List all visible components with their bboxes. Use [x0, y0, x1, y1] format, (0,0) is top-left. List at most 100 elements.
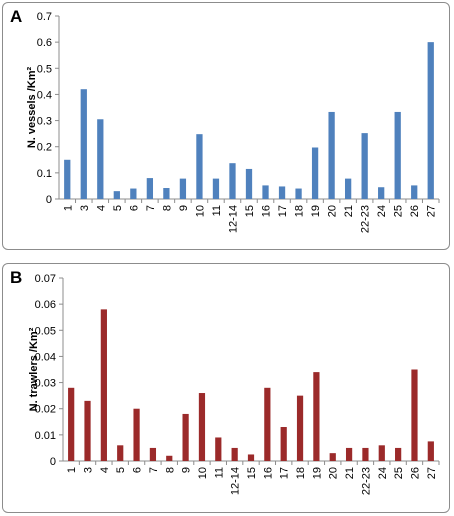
bar-20 [329, 453, 336, 461]
x-tick-label: 18 [294, 205, 306, 217]
chart-panel-a: A 0 0.1 0.2 0.3 0.4 0.5 0.6 0.7 N. vessels /Km² 1… [2, 2, 450, 250]
panel-letter-a: A [10, 7, 23, 26]
x-tick-label: 12-14 [227, 205, 239, 233]
x-tick-label: 3 [83, 467, 95, 473]
bar-16 [264, 387, 271, 461]
bar-8 [166, 455, 173, 461]
x-tick-label: 6 [128, 205, 140, 211]
bar-25 [394, 111, 401, 199]
bar-6 [130, 188, 137, 199]
panel-letter-b: B [10, 268, 23, 287]
x-tick-label: 12-14 [230, 467, 242, 495]
y-tick-label: 0.06 [35, 299, 56, 311]
x-tick-label: 20 [328, 467, 340, 479]
x-tick-label: 6 [132, 467, 144, 473]
bar-17 [280, 427, 287, 461]
bar-16 [262, 185, 269, 199]
bar-7 [149, 447, 157, 461]
x-tick-label: 3 [79, 205, 91, 211]
x-tick-label: 4 [95, 205, 107, 211]
x-tick-label: 21 [343, 205, 355, 217]
bar-21 [344, 178, 352, 199]
x-tick-label: 27 [426, 205, 438, 217]
x-tick-label: 17 [279, 467, 291, 479]
y-tick-label: 0.3 [37, 116, 52, 128]
bar-12-14 [231, 447, 238, 461]
y-tick-label: 0.05 [35, 325, 56, 337]
bar-22-23 [362, 447, 369, 461]
y-tick-label: 0.4 [37, 89, 52, 101]
bar-15 [247, 454, 255, 461]
bar-24 [378, 187, 385, 199]
y-tick-label: 0.02 [35, 404, 56, 416]
bar-20 [328, 111, 335, 199]
bar-3 [84, 400, 91, 461]
bar-27 [427, 441, 434, 461]
x-tick-label: 17 [277, 205, 289, 217]
x-tick-label: 9 [181, 467, 193, 473]
x-tick-label: 24 [376, 205, 388, 217]
bar-1 [68, 387, 75, 461]
bar-12-14 [229, 163, 236, 199]
bar-7 [146, 178, 154, 199]
x-tick-label: 15 [246, 467, 258, 479]
bar-11 [212, 178, 220, 199]
bar-5 [113, 191, 120, 199]
x-tick-label: 7 [148, 467, 160, 473]
x-tick-label: 22-23 [360, 205, 372, 233]
bar-19 [311, 147, 319, 199]
y-tick-label: 0.1 [37, 168, 52, 180]
x-tick-label: 18 [295, 467, 307, 479]
bar-24 [378, 445, 385, 461]
bar-9 [179, 178, 187, 199]
x-tick-label: 1 [66, 467, 78, 473]
y-tick-label: 0.03 [35, 378, 56, 390]
x-tick-label: 5 [112, 205, 124, 211]
bar-21 [345, 447, 353, 461]
bar-chart-b: 0 0.01 0.02 0.03 0.04 0.05 0.06 0.07 N. trawlers… [28, 273, 440, 495]
bar-27 [427, 42, 434, 200]
bar-8 [163, 188, 170, 199]
y-tick-label: 0 [46, 194, 52, 206]
x-tick-label: 22-23 [360, 467, 372, 495]
bar-9 [182, 413, 189, 461]
y-tick-label: 0.04 [35, 351, 56, 363]
x-tick-label: 10 [197, 467, 209, 479]
y-tick-label: 0 [50, 456, 56, 468]
y-axis-title: N. vessels /Km² [26, 67, 38, 149]
x-tick-label: 21 [344, 467, 356, 479]
bar-5 [117, 445, 124, 461]
x-tick-label: 5 [115, 467, 127, 473]
x-tick-label: 25 [393, 205, 405, 217]
bar-4 [97, 119, 104, 199]
x-tick-label: 9 [178, 205, 190, 211]
x-tick-label: 4 [99, 467, 111, 473]
bar-18 [295, 188, 302, 199]
x-tick-label: 16 [262, 467, 274, 479]
x-tick-label: 19 [311, 467, 323, 479]
bar-18 [296, 395, 304, 461]
bar-11 [215, 437, 222, 461]
y-tick-label: 0.7 [37, 11, 52, 23]
x-tick-label: 26 [409, 205, 421, 217]
bar-3 [80, 89, 87, 199]
y-tick-label: 0.2 [37, 142, 52, 154]
y-tick-label: 0.6 [37, 37, 52, 49]
x-tick-label: 27 [426, 467, 438, 479]
bar-26 [411, 185, 418, 199]
bar-chart-a: 0 0.1 0.2 0.3 0.4 0.5 0.6 0.7 N. vessels /Km² 1 3 4… [26, 11, 440, 233]
bar-15 [245, 168, 253, 199]
x-tick-label: 7 [145, 205, 157, 211]
x-tick-label: 16 [261, 205, 273, 217]
bar-26 [411, 369, 418, 461]
bar-17 [278, 186, 286, 199]
bar-10 [196, 134, 203, 199]
bar-25 [395, 447, 402, 461]
x-tick-label: 8 [164, 467, 176, 473]
x-tick-label: 20 [327, 205, 339, 217]
bar-6 [133, 408, 140, 461]
x-tick-label: 15 [244, 205, 256, 217]
x-tick-label: 11 [213, 467, 225, 478]
bar-10 [198, 393, 206, 461]
y-tick-label: 0.5 [37, 63, 52, 75]
